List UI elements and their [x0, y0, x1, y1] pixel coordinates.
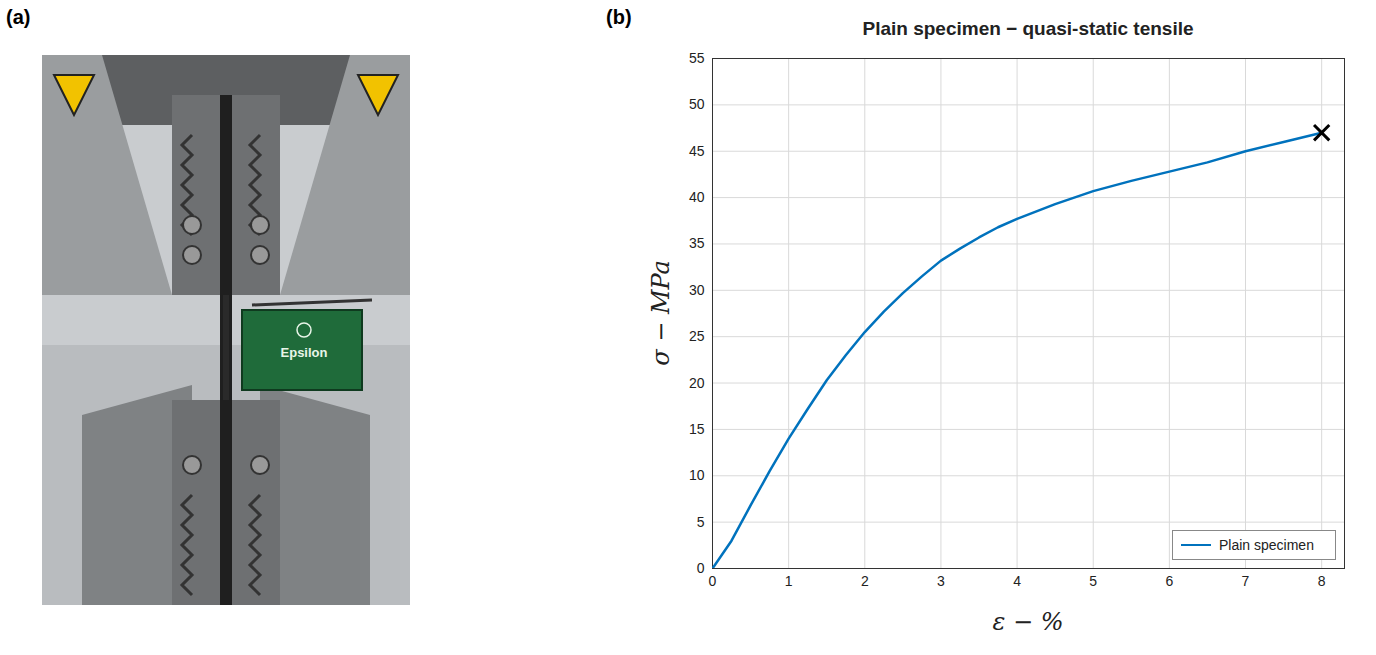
- html-text:σ − MPa: σ − MPa: [647, 260, 675, 366]
- svg-text:3: 3: [937, 573, 945, 589]
- svg-text:5: 5: [1089, 573, 1097, 589]
- svg-text:35: 35: [689, 235, 705, 251]
- svg-text:20: 20: [689, 375, 705, 391]
- svg-text:8: 8: [1318, 573, 1326, 589]
- svg-text:1: 1: [785, 573, 793, 589]
- svg-text:Epsilon: Epsilon: [281, 345, 328, 360]
- svg-text:4: 4: [1013, 573, 1021, 589]
- svg-text:0: 0: [697, 560, 705, 576]
- svg-text:55: 55: [689, 50, 705, 66]
- html-text:Plain specimen − quasi-static: Plain specimen − quasi-static tensile: [862, 18, 1194, 39]
- svg-text:40: 40: [689, 189, 705, 205]
- svg-text:2: 2: [861, 573, 869, 589]
- svg-text:5: 5: [697, 514, 705, 530]
- svg-text:30: 30: [689, 282, 705, 298]
- svg-text:45: 45: [689, 143, 705, 159]
- svg-text:25: 25: [689, 328, 705, 344]
- html-text:Plain specimen: Plain specimen: [1219, 537, 1314, 553]
- html-text:ε − %: ε − %: [992, 608, 1064, 636]
- html-text:(b): (b): [606, 6, 632, 28]
- svg-text:6: 6: [1165, 573, 1173, 589]
- svg-text:50: 50: [689, 96, 705, 112]
- svg-text:7: 7: [1242, 573, 1250, 589]
- svg-text:0: 0: [709, 573, 717, 589]
- svg-text:10: 10: [689, 467, 705, 483]
- html-text:(a): (a): [6, 6, 31, 28]
- svg-text:15: 15: [689, 421, 705, 437]
